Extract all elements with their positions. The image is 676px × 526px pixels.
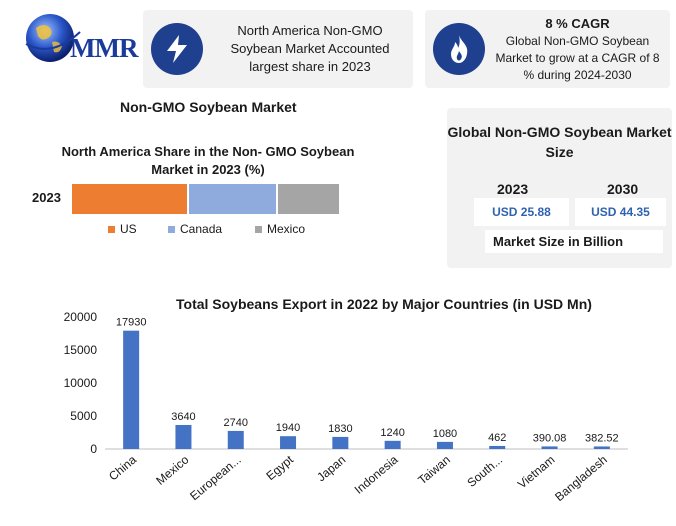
bar — [593, 446, 610, 449]
share-chart-title: North America Share in the Non- GMO Soyb… — [61, 144, 355, 177]
legend-item-mexico: Mexico — [255, 222, 305, 236]
bar-chart-title: Total Soybeans Export in 2022 by Major C… — [176, 296, 592, 312]
x-tick-label: China — [106, 452, 139, 483]
y-tick-label: 5000 — [70, 409, 97, 423]
legend-label-us: US — [120, 222, 137, 236]
x-tick-label: Japan — [314, 453, 348, 485]
y-tick-label: 10000 — [64, 376, 98, 390]
bar-value-label: 1940 — [276, 422, 300, 434]
legend-label-mexico: Mexico — [267, 222, 306, 236]
x-tick-label: South... — [464, 453, 505, 490]
info-card-regional-share: North America Non-GMO Soybean Market Acc… — [143, 10, 413, 88]
bar — [436, 441, 453, 449]
x-tick-label: Taiwan — [415, 453, 453, 488]
market-size-unit-label: Market Size in Billion — [485, 230, 663, 253]
lightning-icon — [167, 35, 187, 63]
info-card-cagr: 8 % CAGR Global Non-GMO Soybean Market t… — [425, 10, 670, 88]
logo-text: MMR — [70, 33, 138, 63]
bar-value-label: 382.52 — [585, 432, 619, 444]
legend-swatch-mexico — [255, 225, 262, 233]
info-card-text: 8 % CAGR Global Non-GMO Soybean Market t… — [491, 10, 664, 88]
share-segment-us — [72, 184, 188, 214]
x-tick-label: Indonesia — [352, 452, 401, 496]
x-tick-label: Bangladesh — [552, 453, 610, 504]
bar — [541, 446, 558, 449]
x-tick-label: Mexico — [153, 452, 191, 487]
bar — [227, 430, 244, 449]
legend-item-canada: Canada — [168, 222, 222, 236]
flame-icon-circle — [433, 23, 485, 75]
bar-value-label: 1080 — [433, 428, 457, 440]
bar — [384, 440, 401, 449]
share-category-label: 2023 — [32, 190, 61, 205]
legend-item-us: US — [108, 222, 137, 236]
value-2030: USD 44.35 — [575, 198, 666, 226]
market-size-title: Global Non-GMO Soybean Market Size — [447, 124, 672, 160]
legend-swatch-us — [108, 225, 115, 233]
legend-label-canada: Canada — [180, 222, 223, 236]
bar — [280, 436, 297, 449]
y-tick-label: 20000 — [64, 310, 98, 324]
flame-icon — [451, 35, 468, 63]
bar — [123, 330, 140, 449]
bar-chart: 0 5000 10000 15000 20000 17930 China 3640 Mexico… — [64, 310, 628, 504]
year-2030-label: 2030 — [607, 181, 639, 197]
bar — [175, 424, 192, 449]
market-size-card: Global Non-GMO Soybean Market Size 2023 … — [447, 108, 672, 268]
section-title: Non-GMO Soybean Market — [120, 99, 297, 115]
mmr-logo: MMR — [22, 8, 140, 70]
x-tick-label: Vietnam — [515, 453, 558, 492]
cagr-title: 8 % CAGR — [545, 15, 610, 31]
lightning-icon-circle — [151, 23, 203, 75]
share-segment-canada — [189, 184, 276, 214]
y-tick-label: 15000 — [64, 343, 98, 357]
year-2023-label: 2023 — [497, 181, 529, 197]
bar — [489, 445, 506, 449]
legend-swatch-canada — [168, 225, 175, 233]
x-tick-label: Egypt — [263, 452, 296, 483]
value-2023: USD 25.88 — [474, 198, 569, 226]
y-tick-label: 0 — [90, 442, 97, 456]
bar — [332, 436, 349, 449]
bar-value-label: 3640 — [171, 411, 195, 423]
share-segment-mexico — [277, 184, 339, 214]
bar-value-label: 1240 — [380, 427, 404, 439]
globe-icon — [25, 14, 81, 62]
bar-value-label: 1830 — [328, 423, 352, 435]
x-tick-label: European... — [187, 453, 244, 504]
bar-value-label: 390.08 — [533, 432, 567, 444]
bar-value-label: 17930 — [116, 317, 147, 329]
info-card-text: North America Non-GMO Soybean Market Acc… — [230, 23, 390, 74]
cagr-text: Global Non-GMO Soybean Market to grow at… — [495, 33, 660, 82]
bar-value-label: 462 — [488, 432, 506, 444]
bar-value-label: 2740 — [224, 417, 248, 429]
